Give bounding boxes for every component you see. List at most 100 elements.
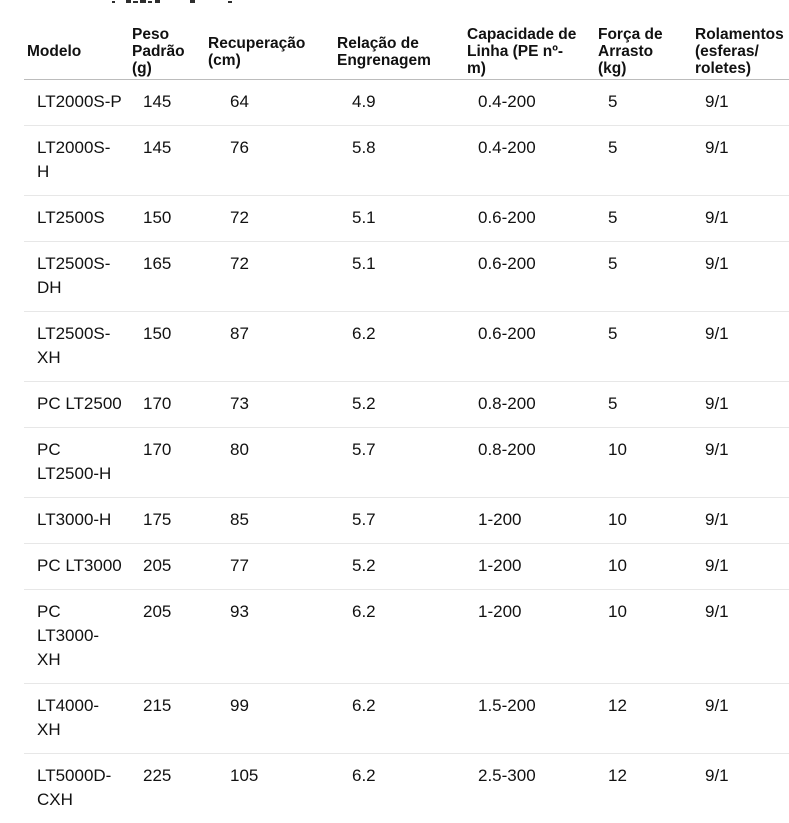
cell-peso: 215 (128, 684, 204, 754)
cell-peso: 145 (128, 126, 204, 196)
cell-modelo: LT2000S-P (24, 80, 128, 126)
column-header-forca-arrasto: Força de Arrasto (kg) (594, 0, 691, 80)
cell-relacao: 5.1 (333, 242, 463, 312)
cell-forca: 5 (594, 242, 691, 312)
cell-modelo: PC LT3000- XH (24, 590, 128, 684)
cell-peso: 165 (128, 242, 204, 312)
cell-recuperacao: 72 (204, 242, 333, 312)
cell-forca: 12 (594, 754, 691, 823)
cell-modelo: PC LT2500 (24, 382, 128, 428)
table-row: LT2500S 150 72 5.1 0.6-200 5 9/1 (24, 196, 789, 242)
table-row: LT4000- XH 215 99 6.2 1.5-200 12 9/1 (24, 684, 789, 754)
cell-peso: 145 (128, 80, 204, 126)
cell-peso: 225 (128, 754, 204, 823)
cell-relacao: 5.2 (333, 382, 463, 428)
cell-forca: 12 (594, 684, 691, 754)
cell-rolamentos: 9/1 (691, 312, 789, 382)
cell-forca: 5 (594, 312, 691, 382)
cell-forca: 5 (594, 126, 691, 196)
cell-rolamentos: 9/1 (691, 382, 789, 428)
cell-rolamentos: 9/1 (691, 126, 789, 196)
table-row: LT2500S- XH 150 87 6.2 0.6-200 5 9/1 (24, 312, 789, 382)
cell-peso: 205 (128, 544, 204, 590)
cell-peso: 170 (128, 382, 204, 428)
cell-capacidade: 1-200 (463, 498, 594, 544)
cell-capacidade: 2.5-300 (463, 754, 594, 823)
cell-rolamentos: 9/1 (691, 242, 789, 312)
cell-relacao: 6.2 (333, 684, 463, 754)
column-header-recuperacao: Recuperação (cm) (204, 0, 333, 80)
table-row: LT2000S- H 145 76 5.8 0.4-200 5 9/1 (24, 126, 789, 196)
cell-modelo: LT4000- XH (24, 684, 128, 754)
cell-recuperacao: 80 (204, 428, 333, 498)
reel-specs-table: Modelo Peso Padrão (g) Recuperação (cm) … (24, 0, 789, 823)
cell-relacao: 5.8 (333, 126, 463, 196)
cell-modelo: LT2500S (24, 196, 128, 242)
cell-relacao: 5.1 (333, 196, 463, 242)
header-row: Modelo Peso Padrão (g) Recuperação (cm) … (24, 0, 789, 80)
cell-capacidade: 0.6-200 (463, 312, 594, 382)
column-header-rolamentos: Rolamentos (esferas/ roletes) (691, 0, 789, 80)
cell-relacao: 5.2 (333, 544, 463, 590)
cell-recuperacao: 77 (204, 544, 333, 590)
cell-relacao: 6.2 (333, 754, 463, 823)
cell-relacao: 6.2 (333, 590, 463, 684)
table-row: PC LT2500-H 170 80 5.7 0.8-200 10 9/1 (24, 428, 789, 498)
cell-forca: 5 (594, 382, 691, 428)
cell-forca: 10 (594, 428, 691, 498)
column-header-capacidade-linha: Capacidade de Linha (PE nº- m) (463, 0, 594, 80)
table-row: PC LT2500 170 73 5.2 0.8-200 5 9/1 (24, 382, 789, 428)
cell-peso: 175 (128, 498, 204, 544)
cell-peso: 150 (128, 312, 204, 382)
table-row: PC LT3000 205 77 5.2 1-200 10 9/1 (24, 544, 789, 590)
cell-modelo: PC LT3000 (24, 544, 128, 590)
cell-peso: 170 (128, 428, 204, 498)
cell-forca: 10 (594, 498, 691, 544)
table-row: LT2000S-P 145 64 4.9 0.4-200 5 9/1 (24, 80, 789, 126)
cell-rolamentos: 9/1 (691, 80, 789, 126)
cell-rolamentos: 9/1 (691, 428, 789, 498)
cell-relacao: 4.9 (333, 80, 463, 126)
cell-rolamentos: 9/1 (691, 498, 789, 544)
cell-recuperacao: 73 (204, 382, 333, 428)
cell-modelo: LT2500S- DH (24, 242, 128, 312)
cell-capacidade: 1.5-200 (463, 684, 594, 754)
cell-recuperacao: 105 (204, 754, 333, 823)
cell-peso: 150 (128, 196, 204, 242)
cell-relacao: 5.7 (333, 498, 463, 544)
cell-capacidade: 0.6-200 (463, 196, 594, 242)
cell-modelo: LT5000D- CXH (24, 754, 128, 823)
cell-capacidade: 0.4-200 (463, 126, 594, 196)
cell-capacidade: 0.8-200 (463, 382, 594, 428)
column-header-modelo: Modelo (24, 0, 128, 80)
cell-rolamentos: 9/1 (691, 196, 789, 242)
cell-forca: 10 (594, 544, 691, 590)
cell-forca: 5 (594, 196, 691, 242)
table-row: PC LT3000- XH 205 93 6.2 1-200 10 9/1 (24, 590, 789, 684)
cell-rolamentos: 9/1 (691, 684, 789, 754)
cell-modelo: LT3000-H (24, 498, 128, 544)
cell-modelo: LT2000S- H (24, 126, 128, 196)
cell-capacidade: 0.8-200 (463, 428, 594, 498)
column-header-peso-padrao: Peso Padrão (g) (128, 0, 204, 80)
cell-rolamentos: 9/1 (691, 544, 789, 590)
cell-relacao: 5.7 (333, 428, 463, 498)
cell-recuperacao: 87 (204, 312, 333, 382)
cell-modelo: PC LT2500-H (24, 428, 128, 498)
cell-capacidade: 0.4-200 (463, 80, 594, 126)
cell-peso: 205 (128, 590, 204, 684)
cell-recuperacao: 93 (204, 590, 333, 684)
cell-forca: 10 (594, 590, 691, 684)
cell-recuperacao: 85 (204, 498, 333, 544)
cell-recuperacao: 99 (204, 684, 333, 754)
table-row: LT3000-H 175 85 5.7 1-200 10 9/1 (24, 498, 789, 544)
cell-capacidade: 1-200 (463, 590, 594, 684)
cell-rolamentos: 9/1 (691, 754, 789, 823)
cell-capacidade: 1-200 (463, 544, 594, 590)
cell-modelo: LT2500S- XH (24, 312, 128, 382)
column-header-relacao-engrenagem: Relação de Engrenagem (333, 0, 463, 80)
cell-recuperacao: 76 (204, 126, 333, 196)
table-row: LT5000D- CXH 225 105 6.2 2.5-300 12 9/1 (24, 754, 789, 823)
cell-rolamentos: 9/1 (691, 590, 789, 684)
